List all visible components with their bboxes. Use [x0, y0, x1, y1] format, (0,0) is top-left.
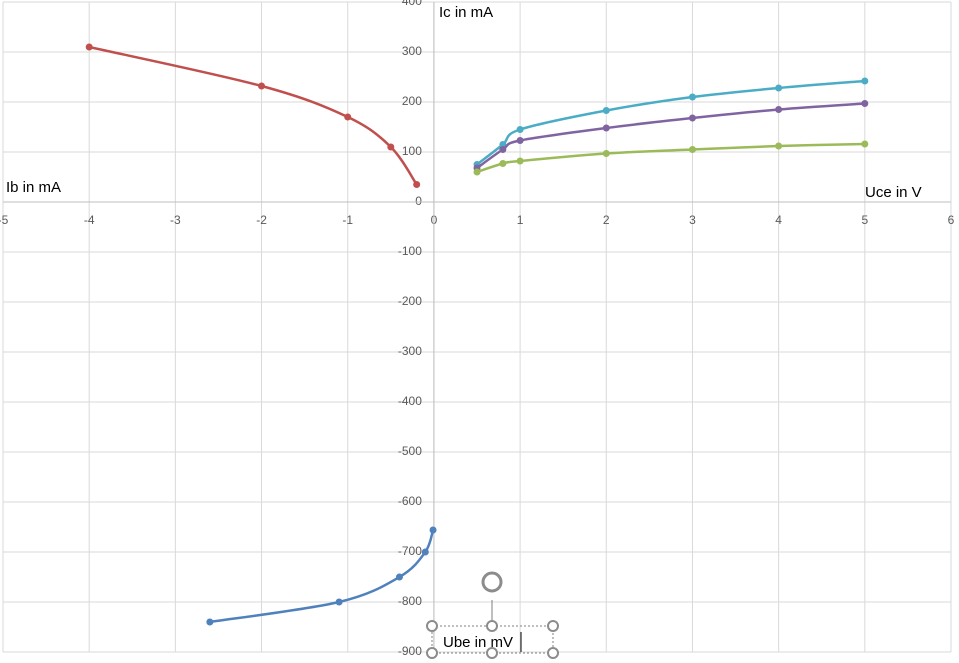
y-tick-label: -200	[398, 294, 422, 308]
y-tick-label: 0	[415, 194, 422, 208]
resize-handle[interactable]	[426, 620, 438, 632]
x-tick-label: 3	[689, 213, 696, 227]
x-tick-label: -3	[170, 213, 181, 227]
data-point	[85, 43, 93, 51]
x-tick-label: 1	[517, 213, 524, 227]
resize-handle[interactable]	[426, 647, 438, 659]
text-box-selection[interactable]	[426, 571, 559, 659]
data-point	[387, 143, 395, 151]
y-tick-label: -900	[398, 644, 422, 658]
data-point	[429, 526, 437, 534]
data-point	[258, 82, 266, 90]
data-point	[861, 77, 869, 85]
x-tick-label: -1	[342, 213, 353, 227]
y-tick-label: -600	[398, 494, 422, 508]
data-point	[602, 107, 610, 114]
data-point	[688, 93, 696, 101]
data-point	[516, 157, 524, 165]
data-point	[688, 146, 696, 153]
data-point	[602, 124, 610, 132]
annotation: Uce in V	[865, 184, 922, 201]
data-point	[688, 114, 696, 122]
data-point	[421, 548, 429, 556]
y-tick-label: 400	[402, 0, 422, 8]
y-tick-label: -100	[398, 244, 422, 258]
data-point	[602, 150, 610, 157]
data-point	[516, 137, 524, 144]
y-tick-label: -700	[398, 544, 422, 558]
x-tick-label: 5	[861, 213, 868, 227]
series-line	[88, 45, 418, 186]
annotations: Ic in mA Uce in V Ib in mA Ube in mV	[6, 4, 922, 651]
plot	[85, 43, 869, 626]
data-point	[775, 142, 783, 150]
data-point	[775, 84, 783, 92]
y-tick-label: -500	[398, 444, 422, 458]
y-tick-label: -800	[398, 594, 422, 608]
data-point	[499, 160, 507, 167]
series-line	[209, 529, 435, 624]
data-point	[861, 100, 869, 107]
x-tick-label: -4	[84, 213, 95, 227]
data-point	[499, 146, 507, 153]
data-point	[473, 168, 481, 176]
data-point	[413, 181, 421, 188]
data-point	[335, 598, 343, 606]
data-point	[206, 618, 214, 626]
rotate-handle[interactable]	[481, 571, 503, 593]
x-tick-label: 4	[775, 213, 782, 227]
y-tick-label: -400	[398, 394, 422, 408]
x-tick-label: 2	[603, 213, 610, 227]
resize-handle[interactable]	[547, 647, 559, 659]
data-point	[516, 126, 524, 133]
series-line	[476, 142, 865, 174]
data-point	[775, 106, 783, 113]
data-point	[499, 141, 507, 148]
resize-handle[interactable]	[486, 647, 498, 659]
x-tick-label: -2	[256, 213, 267, 227]
x-tick-label: -5	[0, 213, 9, 227]
data-point	[861, 140, 869, 148]
annotation: Ib in mA	[6, 179, 61, 196]
y-tick-label: 200	[402, 94, 422, 108]
annotation: Ube in mV	[443, 634, 513, 651]
x-tick-label: 6	[948, 213, 955, 227]
resize-handle[interactable]	[547, 620, 559, 632]
resize-handle[interactable]	[486, 620, 498, 632]
annotation: Ic in mA	[439, 4, 493, 21]
y-tick-label: -300	[398, 344, 422, 358]
data-point	[395, 573, 403, 581]
y-tick-label: 300	[402, 44, 422, 58]
data-point	[344, 113, 352, 121]
y-tick-label: 100	[402, 144, 422, 158]
